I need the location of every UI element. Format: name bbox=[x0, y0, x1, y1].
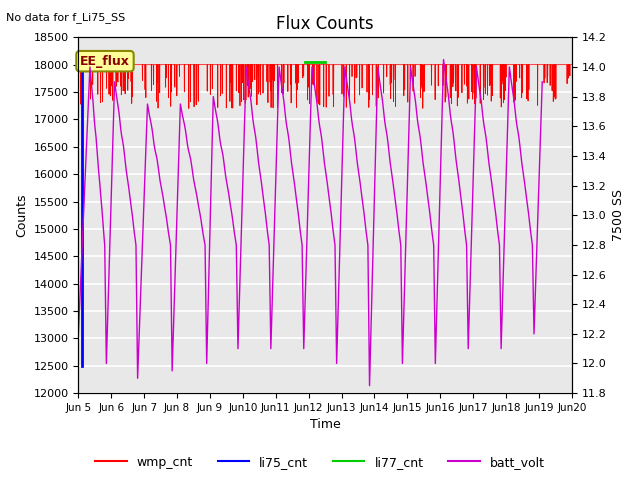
Legend: wmp_cnt, li75_cnt, li77_cnt, batt_volt: wmp_cnt, li75_cnt, li77_cnt, batt_volt bbox=[90, 451, 550, 474]
Y-axis label: 7500 SS: 7500 SS bbox=[612, 189, 625, 241]
Text: No data for f_Li75_SS: No data for f_Li75_SS bbox=[6, 12, 125, 23]
X-axis label: Time: Time bbox=[310, 419, 340, 432]
Y-axis label: Counts: Counts bbox=[15, 193, 28, 237]
Text: EE_flux: EE_flux bbox=[80, 55, 130, 68]
Title: Flux Counts: Flux Counts bbox=[276, 15, 374, 33]
